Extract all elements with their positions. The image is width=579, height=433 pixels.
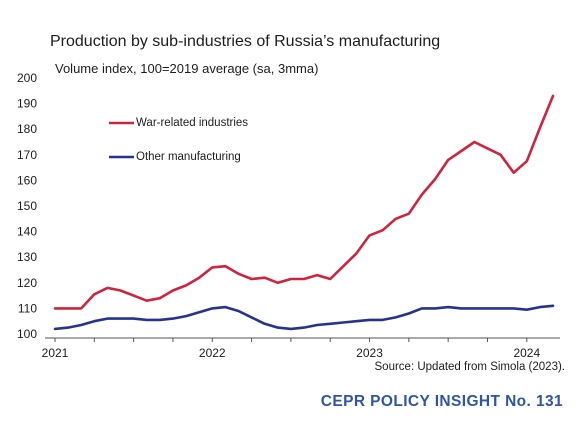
y-tick-label: 190 — [17, 97, 37, 111]
y-axis: 100 110 120 130 140 150 160 170 180 190 200 — [17, 71, 37, 341]
y-tick-label: 100 — [17, 327, 37, 341]
y-tick-label: 110 — [18, 301, 37, 315]
series-line-other-manufacturing — [53, 304, 555, 331]
chart-subtitle: Volume index, 100=2019 average (sa, 3mma… — [55, 61, 319, 76]
series-group — [53, 94, 555, 331]
y-tick-label: 170 — [17, 148, 37, 162]
y-tick-label: 180 — [17, 122, 37, 136]
x-tick-label: 2023 — [356, 346, 383, 360]
y-tick-label: 150 — [17, 199, 37, 213]
series-line-war-related-industries — [53, 94, 555, 310]
x-axis: 2021 2022 2023 2024 — [42, 337, 560, 360]
x-tick-label: 2024 — [513, 346, 540, 360]
x-tick-label: 2022 — [199, 346, 226, 360]
legend-label: Other manufacturing — [136, 151, 241, 163]
legend: War-related industries Other manufacturin… — [109, 117, 248, 163]
chart-title: Production by sub-industries of Russia’s… — [50, 33, 441, 50]
y-tick-label: 200 — [17, 71, 37, 85]
publication-label: CEPR POLICY INSIGHT No. 131 — [320, 393, 563, 410]
y-tick-label: 120 — [17, 276, 37, 290]
source-note: Source: Updated from Simola (2023). — [374, 361, 565, 373]
legend-label: War-related industries — [136, 117, 248, 129]
x-tick-label: 2021 — [42, 346, 69, 360]
y-tick-label: 140 — [17, 225, 37, 239]
y-tick-label: 160 — [17, 173, 37, 187]
y-tick-label: 130 — [17, 250, 37, 264]
